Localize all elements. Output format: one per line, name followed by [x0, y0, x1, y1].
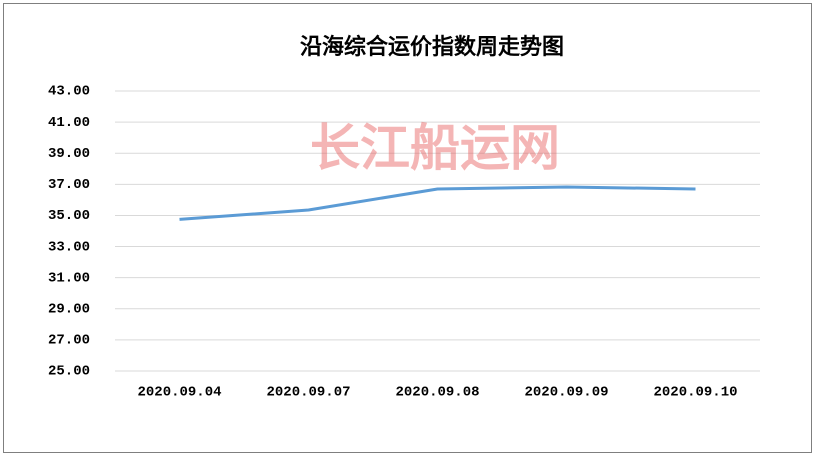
y-tick-label: 29.00 — [48, 301, 90, 317]
y-tick-label: 39.00 — [48, 146, 90, 162]
y-tick-label: 33.00 — [48, 239, 90, 255]
y-tick-label: 43.00 — [48, 84, 90, 100]
y-tick-label: 31.00 — [48, 270, 90, 286]
y-tick-label: 37.00 — [48, 177, 90, 193]
y-tick-label: 27.00 — [48, 333, 90, 349]
y-tick-label: 35.00 — [48, 208, 90, 224]
x-tick-label: 2020.09.10 — [653, 385, 737, 401]
x-tick-label: 2020.09.07 — [266, 385, 350, 401]
x-tick-label: 2020.09.04 — [137, 385, 221, 401]
x-tick-label: 2020.09.08 — [395, 385, 479, 401]
data-line — [179, 185, 696, 221]
y-tick-label: 41.00 — [48, 115, 90, 131]
x-tick-label: 2020.09.09 — [524, 385, 608, 401]
chart-frame — [3, 3, 812, 453]
y-tick-label: 25.00 — [48, 364, 90, 380]
chart-title: 沿海综合运价指数周走势图 — [300, 34, 564, 60]
watermark: 长江船运网 — [310, 118, 560, 177]
